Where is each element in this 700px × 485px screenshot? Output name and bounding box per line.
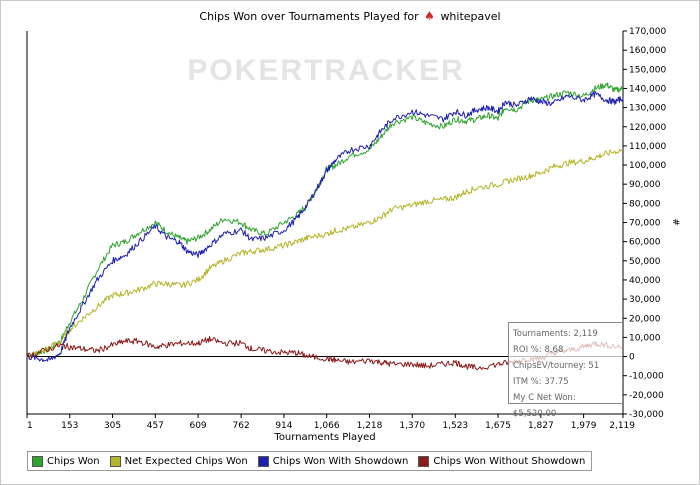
legend-swatch — [109, 455, 121, 467]
tooltip-roi: ROI %: 8.68 — [513, 345, 564, 355]
player-name: whitepavel — [440, 10, 501, 23]
y-tick-label: 90,000 — [629, 180, 661, 190]
tooltip-net-won: My C Net Won: $5,520.00 — [513, 393, 576, 419]
chart-title: Chips Won over Tournaments Played for ♠ … — [0, 9, 700, 23]
title-prefix: Chips Won over Tournaments Played for — [199, 10, 419, 23]
x-tick-label: 1,370 — [399, 421, 425, 431]
legend-item[interactable]: Chips Won With Showdown — [254, 455, 415, 467]
x-tick-label: 1,675 — [485, 421, 511, 431]
y-tick-label: 140,000 — [629, 84, 666, 94]
legend-item[interactable]: Net Expected Chips Won — [106, 455, 254, 467]
y-tick-label: 20,000 — [629, 314, 661, 324]
y-tick-label: 120,000 — [629, 123, 666, 133]
legend-label: Net Expected Chips Won — [124, 455, 248, 467]
series-line-net-expected-chips-won — [26, 149, 624, 359]
stats-tooltip: Tournaments: 2,119 ROI %: 8.68 ChipsEV/t… — [508, 322, 623, 419]
tooltip-itm: ITM %: 37.75 — [513, 377, 569, 387]
legend-swatch — [32, 455, 43, 467]
y-tick-label: 110,000 — [629, 142, 666, 152]
legend-swatch — [418, 455, 430, 467]
x-tick-label: 1,218 — [357, 421, 383, 431]
axes — [26, 30, 627, 418]
y-tick-label: 130,000 — [629, 104, 666, 114]
y-tick-label: 10,000 — [629, 333, 661, 343]
y-tick-label: 80,000 — [629, 199, 661, 209]
y-tick-label: -30,000 — [629, 410, 664, 420]
legend-item[interactable]: Chips Won — [28, 455, 106, 467]
y-tick-label: -10,000 — [629, 372, 664, 382]
x-tick-label: 153 — [61, 421, 78, 431]
spade-icon: ♠ — [424, 9, 435, 23]
x-tick-label: 1 — [27, 421, 33, 431]
series-lines — [26, 82, 624, 371]
x-tick-label: 1,979 — [571, 421, 597, 431]
x-tick-label: 914 — [275, 421, 292, 431]
legend-label: Chips Won Without Showdown — [433, 455, 586, 467]
legend-label: Chips Won With Showdown — [272, 455, 409, 467]
series-line-chips-won — [26, 82, 624, 359]
y-tick-label: 70,000 — [629, 219, 661, 229]
y-tick-label: 0 — [629, 353, 635, 363]
y-tick-label: 150,000 — [629, 65, 666, 75]
watermark-logo: POKERTRACKER — [187, 54, 464, 87]
y-tick-label: 170,000 — [629, 27, 666, 37]
y-tick-label: -20,000 — [629, 391, 664, 401]
legend-item[interactable]: Chips Won Without Showdown — [414, 455, 591, 467]
y-tick-label: 30,000 — [629, 295, 661, 305]
y-tick-label: 40,000 — [629, 276, 661, 286]
x-axis-label: Tournaments Played — [273, 432, 375, 443]
series-line-chips-won-with-showdown — [26, 90, 624, 362]
x-tick-label: 762 — [233, 421, 250, 431]
x-tick-label: 457 — [147, 421, 164, 431]
x-tick-label: 609 — [189, 421, 206, 431]
x-tick-label: 1,523 — [442, 421, 468, 431]
x-tick-label: 1,066 — [314, 421, 340, 431]
x-tick-label: 1,827 — [528, 421, 554, 431]
tooltip-tournaments: Tournaments: 2,119 — [513, 329, 598, 339]
chart-legend: Chips Won Net Expected Chips Won Chips Won… — [27, 451, 593, 471]
legend-swatch — [257, 455, 269, 467]
right-axis-label: # — [670, 218, 680, 226]
y-tick-label: 160,000 — [629, 46, 666, 56]
y-tick-label: 60,000 — [629, 238, 661, 248]
y-tick-label: 50,000 — [629, 257, 661, 267]
y-tick-label: 100,000 — [629, 161, 666, 171]
tick-labels: -30,000 -20,000 -10,000 0 10,000 20,000 30,000… — [27, 27, 666, 431]
x-tick-label: 305 — [104, 421, 121, 431]
x-tick-label: 2,119 — [609, 421, 635, 431]
tooltip-chipsev: ChipsEV/tourney: 51 — [513, 361, 600, 371]
legend-label: Chips Won — [47, 455, 100, 467]
